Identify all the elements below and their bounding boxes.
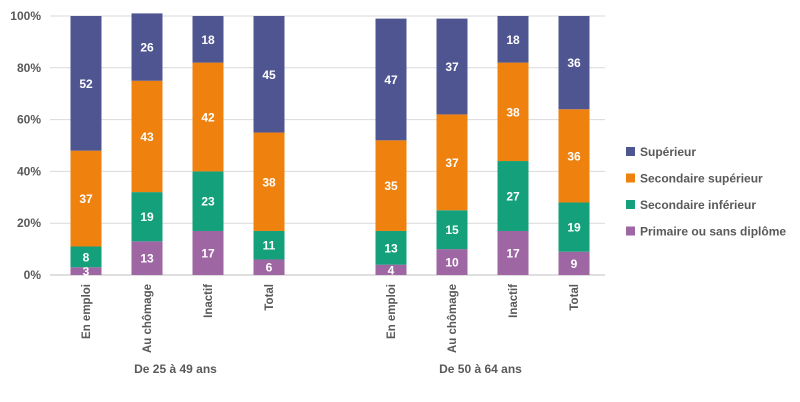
- data-label: 18: [506, 33, 520, 47]
- legend-item: Primaire ou sans diplôme: [626, 225, 786, 239]
- data-label: 10: [445, 256, 459, 270]
- bar-segment: [497, 230, 529, 275]
- bar-segment: [436, 210, 468, 250]
- y-tick-label: 20%: [17, 216, 41, 230]
- bar-segment: [436, 114, 468, 211]
- bar-segment: [70, 16, 102, 151]
- x-category-label: Au chômage: [142, 284, 154, 353]
- x-category-label: En emploi: [386, 284, 398, 339]
- x-category-label: Inactif: [203, 284, 215, 318]
- y-axis: 0% 20% 40% 60% 80% 100%: [10, 9, 41, 282]
- legend-label: Primaire ou sans diplôme: [640, 225, 786, 239]
- bar-segment: [253, 16, 285, 133]
- data-label: 9: [571, 257, 578, 271]
- data-label: 36: [567, 149, 581, 163]
- x-category-label: Total: [569, 284, 581, 311]
- bar-segment: [253, 259, 285, 275]
- bar-segment: [192, 171, 224, 231]
- bars: 38 37 52 13 19 43 26 17 23 42 18 6 11 38 45 4 13 35 47 10 15…: [70, 13, 590, 279]
- data-label: 23: [201, 195, 215, 209]
- y-tick-label: 60%: [17, 113, 41, 127]
- data-label: 26: [140, 41, 154, 55]
- legend-swatch: [626, 200, 635, 209]
- bar-segment: [70, 267, 102, 275]
- data-label: 19: [567, 221, 581, 235]
- bar-segment: [131, 80, 163, 193]
- data-label: 37: [445, 156, 459, 170]
- bar-segment: [497, 16, 529, 63]
- bar-segment: [375, 18, 407, 141]
- bar-segment: [558, 109, 590, 203]
- bar-segment: [497, 62, 529, 162]
- data-label: 45: [262, 68, 276, 82]
- bar-segment: [253, 132, 285, 231]
- data-label: 19: [140, 210, 154, 224]
- x-category-label: Inactif: [508, 284, 520, 318]
- data-label: 3: [83, 265, 90, 279]
- y-tick-label: 100%: [10, 9, 41, 23]
- data-label: 35: [384, 179, 398, 193]
- data-label: 6: [266, 261, 273, 275]
- data-label: 15: [445, 223, 459, 237]
- legend-swatch: [626, 226, 635, 236]
- legend-swatch: [626, 147, 635, 156]
- bar-segment: [192, 16, 224, 63]
- data-label: 13: [140, 252, 154, 266]
- bar-segment: [131, 192, 163, 242]
- data-label: 37: [445, 60, 459, 74]
- bar-segment: [375, 140, 407, 231]
- data-label: 4: [388, 263, 395, 277]
- bar-segment: [497, 161, 529, 231]
- data-label: 17: [201, 246, 215, 260]
- x-axis: En emploi Au chômage Inactif Total En emploi…: [81, 284, 581, 376]
- data-label: 47: [384, 73, 398, 87]
- legend-swatch: [626, 173, 635, 183]
- bar-segment: [192, 62, 224, 172]
- bar-segment: [131, 241, 163, 275]
- y-tick-label: 40%: [17, 164, 41, 178]
- data-label: 38: [262, 175, 276, 189]
- data-label: 11: [263, 239, 276, 253]
- legend-label: Secondaire supérieur: [640, 172, 763, 186]
- bar-segment: [192, 230, 224, 275]
- data-label: 27: [506, 190, 520, 204]
- data-label: 8: [83, 250, 90, 264]
- bar-segment: [70, 150, 102, 247]
- bar-segment: [375, 264, 407, 275]
- data-label: 38: [506, 105, 520, 119]
- legend-label: Supérieur: [640, 145, 696, 159]
- y-tick-label: 0%: [24, 268, 42, 282]
- legend-item: Secondaire inférieur: [626, 198, 756, 212]
- x-category-label: Total: [264, 284, 276, 311]
- data-label: 52: [79, 77, 93, 91]
- bar-segment: [436, 18, 468, 115]
- x-category-label: Au chômage: [447, 284, 459, 353]
- bar-segment: [253, 230, 285, 260]
- x-group-label: De 25 à 49 ans: [134, 362, 217, 376]
- x-group-label: De 50 à 64 ans: [439, 362, 522, 376]
- bar-segment: [558, 16, 590, 110]
- x-category-label: En emploi: [81, 284, 93, 339]
- data-label: 43: [140, 130, 154, 144]
- bar-segment: [375, 230, 407, 265]
- y-tick-label: 80%: [17, 61, 41, 75]
- data-label: 13: [384, 241, 398, 255]
- legend-item: Secondaire supérieur: [626, 172, 763, 186]
- data-label: 18: [201, 33, 215, 47]
- legend: Supérieur Secondaire supérieur Secondaire …: [626, 145, 786, 239]
- data-label: 36: [567, 56, 581, 70]
- legend-label: Secondaire inférieur: [640, 198, 756, 212]
- legend-item: Supérieur: [626, 145, 696, 159]
- bar-segment: [558, 251, 590, 275]
- bar-segment: [558, 202, 590, 252]
- bar-segment: [131, 13, 163, 81]
- bar-segment: [436, 249, 468, 275]
- bar-segment: [70, 246, 102, 268]
- data-label: 42: [201, 111, 215, 125]
- data-label: 37: [79, 192, 93, 206]
- data-label: 17: [506, 246, 520, 260]
